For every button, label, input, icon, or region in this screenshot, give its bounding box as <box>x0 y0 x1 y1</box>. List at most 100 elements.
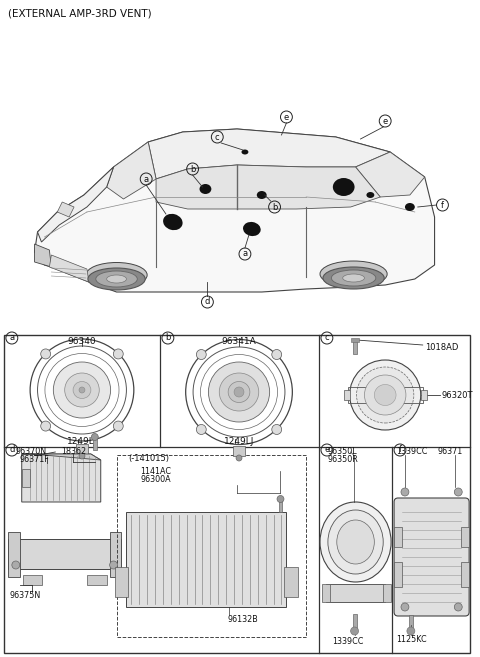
Ellipse shape <box>357 367 414 423</box>
Text: a: a <box>242 250 248 258</box>
Bar <box>87 575 107 585</box>
Text: 96340: 96340 <box>68 338 96 346</box>
Bar <box>461 562 469 587</box>
Text: b: b <box>165 334 170 342</box>
Bar <box>326 584 385 602</box>
Polygon shape <box>37 167 114 242</box>
Ellipse shape <box>107 275 126 283</box>
Text: a: a <box>144 175 149 183</box>
Bar <box>115 567 128 597</box>
Text: (-141015): (-141015) <box>128 455 169 463</box>
Text: 18362: 18362 <box>61 447 86 455</box>
Ellipse shape <box>219 373 259 411</box>
Ellipse shape <box>163 214 182 230</box>
Text: 96371F: 96371F <box>20 455 49 464</box>
Ellipse shape <box>337 520 374 564</box>
Bar <box>76 444 88 454</box>
Text: (EXTERNAL AMP-3RD VENT): (EXTERNAL AMP-3RD VENT) <box>8 9 152 19</box>
Ellipse shape <box>53 362 110 418</box>
Text: 96350R: 96350R <box>328 455 359 463</box>
Text: d: d <box>205 298 210 307</box>
Bar <box>117 455 306 637</box>
Ellipse shape <box>328 510 383 574</box>
Ellipse shape <box>243 222 261 236</box>
Ellipse shape <box>241 150 248 154</box>
Bar <box>23 575 42 585</box>
Text: 96341A: 96341A <box>222 338 256 346</box>
Text: c: c <box>324 334 329 342</box>
Bar <box>93 438 97 450</box>
Circle shape <box>196 350 206 359</box>
Ellipse shape <box>234 387 244 397</box>
Text: 1249LJ: 1249LJ <box>67 436 97 445</box>
Bar <box>394 562 402 587</box>
Text: 1018AD: 1018AD <box>425 342 458 351</box>
Text: f: f <box>398 445 401 455</box>
Ellipse shape <box>366 192 374 198</box>
Text: 96132B: 96132B <box>227 614 258 623</box>
Text: e: e <box>284 112 289 122</box>
Ellipse shape <box>320 502 391 582</box>
Text: 1249LJ: 1249LJ <box>224 436 254 445</box>
Text: 1339CC: 1339CC <box>396 447 427 455</box>
Bar <box>461 527 469 547</box>
Ellipse shape <box>333 178 355 196</box>
Text: e: e <box>383 116 388 125</box>
Circle shape <box>455 488 462 496</box>
Circle shape <box>277 495 284 503</box>
Polygon shape <box>107 142 156 199</box>
Bar <box>8 532 20 577</box>
Circle shape <box>401 488 409 496</box>
Circle shape <box>272 424 282 434</box>
Circle shape <box>401 603 409 611</box>
Ellipse shape <box>257 191 267 199</box>
Bar <box>409 615 413 629</box>
Polygon shape <box>57 202 74 217</box>
Circle shape <box>272 350 282 359</box>
Text: d: d <box>9 445 14 455</box>
Ellipse shape <box>73 382 91 399</box>
Circle shape <box>407 627 415 635</box>
Bar <box>344 390 349 400</box>
Text: 96350L: 96350L <box>328 447 358 455</box>
Text: e: e <box>324 445 330 455</box>
Bar <box>278 500 282 512</box>
Bar <box>8 539 121 569</box>
Ellipse shape <box>331 270 376 286</box>
Circle shape <box>41 349 50 359</box>
Polygon shape <box>35 129 434 292</box>
Ellipse shape <box>323 267 384 289</box>
Circle shape <box>113 421 123 431</box>
Ellipse shape <box>343 274 364 282</box>
Ellipse shape <box>320 261 387 287</box>
Bar <box>22 469 30 487</box>
Text: 96320T: 96320T <box>442 390 473 399</box>
Polygon shape <box>49 255 89 282</box>
Bar <box>353 614 357 629</box>
Ellipse shape <box>364 375 406 415</box>
Circle shape <box>455 603 462 611</box>
Polygon shape <box>22 454 101 502</box>
Text: 96370N: 96370N <box>16 447 47 455</box>
Bar <box>285 567 298 597</box>
Text: b: b <box>190 164 195 173</box>
Circle shape <box>91 434 98 440</box>
Polygon shape <box>156 165 380 209</box>
Bar <box>421 390 427 400</box>
Ellipse shape <box>374 384 396 405</box>
Bar <box>353 340 357 354</box>
Circle shape <box>113 349 123 359</box>
Polygon shape <box>22 454 101 460</box>
Circle shape <box>12 561 20 569</box>
Circle shape <box>109 561 118 569</box>
Ellipse shape <box>208 362 270 422</box>
Ellipse shape <box>65 373 99 407</box>
Circle shape <box>236 455 242 461</box>
Polygon shape <box>148 129 390 179</box>
Ellipse shape <box>96 271 137 287</box>
Polygon shape <box>35 244 51 267</box>
Ellipse shape <box>86 263 147 288</box>
Text: 1141AC: 1141AC <box>140 466 171 476</box>
Text: f: f <box>441 200 444 210</box>
Text: b: b <box>272 202 277 212</box>
